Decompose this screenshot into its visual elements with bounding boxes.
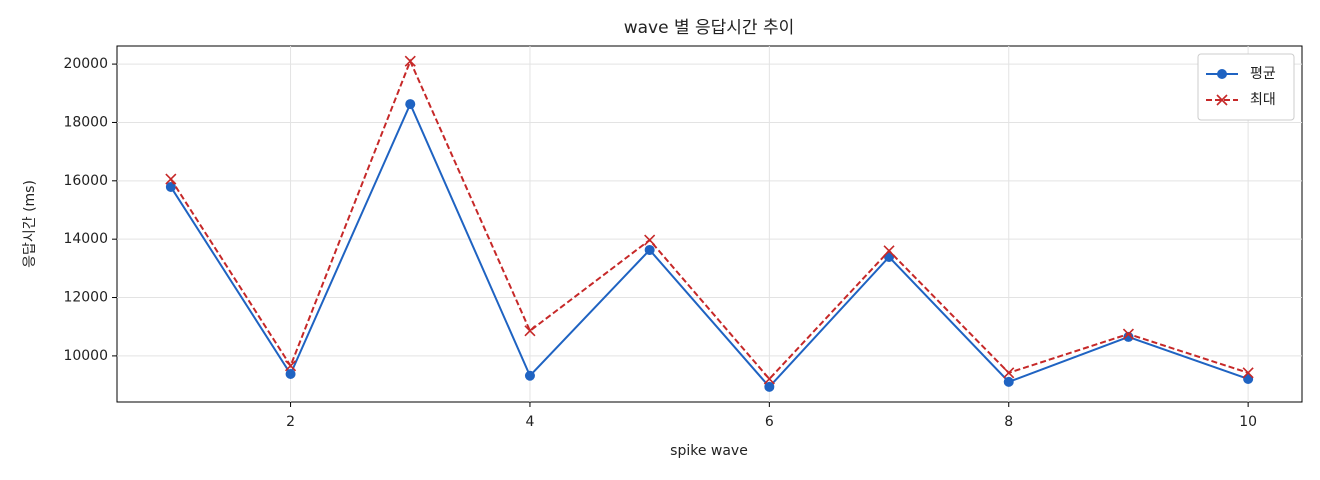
data-point xyxy=(524,370,535,381)
data-point xyxy=(1122,328,1135,340)
chart-title: wave 별 응답시간 추이 xyxy=(624,18,795,38)
x-axis-label: spike wave xyxy=(670,443,748,459)
plot-frame xyxy=(116,45,1303,403)
data-point xyxy=(405,99,416,110)
data-point xyxy=(524,325,536,337)
y-axis-label: 응답시간 (ms) xyxy=(22,180,38,268)
y-tick-label: 14000 xyxy=(63,231,108,247)
data-point xyxy=(764,381,775,392)
x-tick-label: 10 xyxy=(1239,414,1257,430)
x-tick-label: 6 xyxy=(765,414,774,430)
y-tick-label: 12000 xyxy=(63,290,108,306)
data-point xyxy=(1003,367,1015,379)
data-point xyxy=(284,360,297,372)
data-point xyxy=(644,234,656,246)
legend-marker xyxy=(1217,69,1227,79)
y-tick-label: 10000 xyxy=(63,348,108,364)
series-line xyxy=(170,101,1249,389)
legend-marker xyxy=(1216,94,1228,106)
data-point xyxy=(165,173,177,185)
data-point xyxy=(1242,367,1254,379)
y-tick-label: 20000 xyxy=(63,56,108,72)
y-tick-label: 18000 xyxy=(63,114,108,130)
x-tick-label: 8 xyxy=(1004,414,1013,430)
data-point xyxy=(883,245,895,257)
data-point xyxy=(1003,376,1014,387)
series-line xyxy=(170,58,1249,381)
data-point xyxy=(763,373,775,385)
grid xyxy=(117,46,1302,402)
data-point xyxy=(404,55,416,67)
x-tick-label: 2 xyxy=(286,414,295,430)
legend-label: 최대 xyxy=(1250,92,1276,108)
x-tick-label: 4 xyxy=(525,414,534,430)
data-point xyxy=(285,368,296,379)
legend-label: 평균 xyxy=(1250,66,1276,82)
y-tick-label: 16000 xyxy=(63,173,108,189)
data-point xyxy=(644,244,655,255)
legend-box xyxy=(1197,53,1295,121)
